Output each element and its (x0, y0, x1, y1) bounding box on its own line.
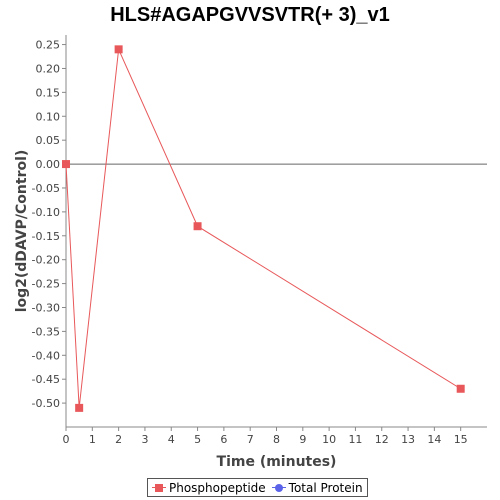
y-tick-label: -0.15 (32, 230, 60, 243)
y-tick-label: -0.10 (32, 206, 60, 219)
y-axis: 0.25 0.20 0.15 0.10 0.05 0.00 -0.05 -0.10 -0.15 -… (32, 39, 66, 410)
x-tick-label: 12 (375, 433, 389, 446)
y-tick-label: -0.40 (32, 349, 60, 362)
circle-marker-icon (271, 483, 286, 493)
y-tick-label: 0.00 (36, 158, 61, 171)
x-tick-label: 0 (63, 433, 70, 446)
data-point (62, 160, 70, 169)
x-tick-label: 6 (220, 433, 227, 446)
y-axis-title: log2(dDAVP/Control) (14, 150, 30, 313)
x-tick-label: 13 (401, 433, 415, 446)
y-tick-label: 0.15 (36, 86, 61, 99)
x-tick-label: 8 (273, 433, 280, 446)
data-point (75, 403, 84, 412)
x-axis-title: Time (minutes) (217, 454, 337, 470)
legend: Phosphopeptide Total Protein (147, 478, 368, 497)
data-point (456, 384, 465, 393)
series-layer (62, 45, 465, 412)
y-tick-label: 0.10 (36, 110, 61, 123)
plot-frame (65, 35, 487, 428)
x-tick-label: 5 (194, 433, 201, 446)
x-tick-label: 15 (454, 433, 468, 446)
x-tick-label: 9 (299, 433, 306, 446)
x-tick-label: 10 (322, 433, 336, 446)
x-tick-label: 4 (168, 433, 175, 446)
x-tick-label: 2 (115, 433, 122, 446)
x-tick-label: 1 (89, 433, 96, 446)
y-tick-label: -0.05 (32, 182, 60, 195)
y-tick-label: 0.25 (36, 39, 61, 52)
x-axis: 0 1 2 3 4 5 6 7 8 9 10 11 12 13 14 15 (63, 427, 468, 446)
series-line (65, 47, 461, 408)
x-tick-label: 3 (141, 433, 148, 446)
y-tick-label: 0.05 (36, 134, 61, 147)
x-tick-label: 14 (427, 433, 441, 446)
square-marker-icon (152, 483, 166, 493)
x-tick-label: 11 (348, 433, 362, 446)
legend-item-total-protein: Total Protein (271, 480, 363, 495)
legend-item-phosphopeptide: Phosphopeptide (152, 481, 266, 495)
y-tick-label: -0.20 (32, 254, 60, 267)
y-tick-label: -0.35 (32, 325, 60, 338)
y-tick-label: 0.20 (36, 62, 61, 75)
chart-title: HLS#AGAPGVVSVTR(+ 3)_v1 (110, 4, 390, 26)
y-tick-label: -0.45 (32, 373, 60, 386)
data-point (193, 222, 202, 231)
y-tick-label: -0.50 (32, 397, 60, 410)
legend-label: Phosphopeptide (169, 480, 266, 495)
x-tick-label: 7 (247, 433, 254, 446)
legend-label: Total Protein (288, 480, 363, 495)
y-tick-label: -0.30 (32, 301, 60, 314)
y-tick-label: -0.25 (32, 278, 60, 291)
data-point (114, 45, 123, 54)
